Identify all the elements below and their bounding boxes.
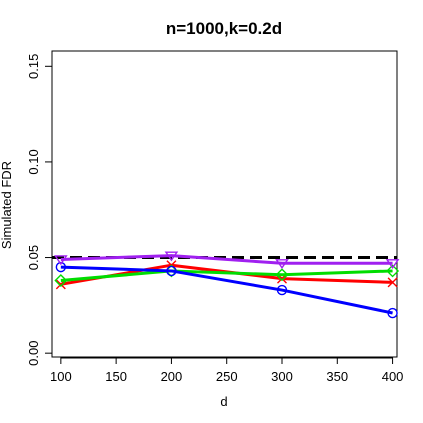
data-point [55, 261, 67, 273]
series-line [60, 269, 393, 282]
chart-marks: 100 150 200 250 300 350 400 0.00 0.05 0.10 0.15 [26, 54, 403, 384]
y-axis-label: Simulated FDR [0, 161, 14, 249]
plot-area [51, 50, 398, 358]
data-point [54, 274, 68, 287]
data-point [276, 284, 288, 296]
x-tick-label: 300 [271, 369, 293, 384]
x-tick-label: 100 [50, 369, 72, 384]
x-tick-label: 150 [105, 369, 127, 384]
y-tick-label: 0.15 [26, 54, 41, 79]
data-point [275, 259, 289, 270]
data-point [166, 265, 177, 277]
data-point [164, 251, 179, 262]
data-point [387, 277, 398, 288]
x-axis-label: d [220, 394, 227, 409]
data-point [275, 268, 289, 282]
data-point [385, 259, 400, 270]
x-tick-label: 350 [326, 369, 348, 384]
y-tick-label: 0.10 [26, 149, 41, 174]
data-point [387, 307, 398, 319]
chart-title: n=1000,k=0.2d [166, 19, 282, 38]
x-tick-label: 250 [216, 369, 238, 384]
x-tick-label: 400 [382, 369, 404, 384]
data-point [386, 264, 400, 278]
y-tick-label: 0.05 [26, 245, 41, 270]
y-tick-label: 0.00 [26, 341, 41, 366]
series-line [60, 254, 393, 265]
x-tick-label: 200 [161, 369, 183, 384]
series-line [60, 265, 393, 315]
data-point [54, 255, 68, 266]
